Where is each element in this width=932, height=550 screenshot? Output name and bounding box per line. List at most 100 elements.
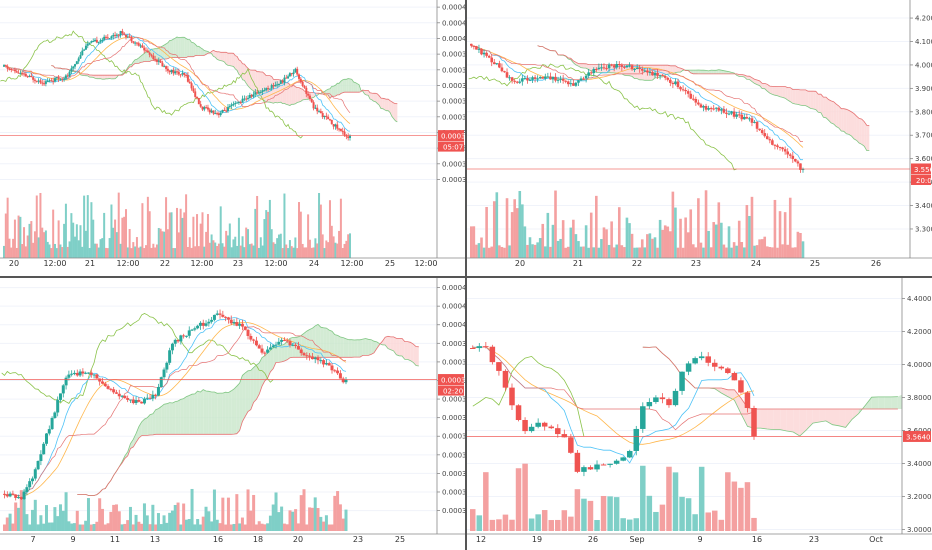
candle[interactable] <box>194 88 197 99</box>
candle[interactable] <box>196 324 200 330</box>
candle[interactable] <box>327 361 331 366</box>
candle[interactable] <box>190 328 194 331</box>
candle[interactable] <box>198 321 202 330</box>
candle[interactable] <box>14 494 18 501</box>
candle[interactable] <box>316 104 319 115</box>
candle[interactable] <box>676 78 680 90</box>
candle[interactable] <box>572 79 575 87</box>
candle[interactable] <box>232 101 235 107</box>
candle[interactable] <box>176 68 178 75</box>
candle[interactable] <box>302 351 306 357</box>
candle[interactable] <box>224 316 228 322</box>
candle[interactable] <box>134 41 137 46</box>
candle[interactable] <box>247 95 250 100</box>
candle[interactable] <box>130 35 133 44</box>
candle[interactable] <box>252 338 256 344</box>
candle[interactable] <box>502 369 509 391</box>
candle[interactable] <box>582 76 585 80</box>
candle[interactable] <box>274 341 278 349</box>
candle[interactable] <box>522 417 528 435</box>
candle[interactable] <box>538 76 542 79</box>
candle[interactable] <box>612 63 616 72</box>
candle[interactable] <box>336 367 340 375</box>
candle[interactable] <box>294 342 298 349</box>
candle[interactable] <box>128 33 131 39</box>
candle[interactable] <box>268 88 271 91</box>
candle[interactable] <box>299 347 303 356</box>
candle[interactable] <box>737 110 741 118</box>
candle[interactable] <box>161 60 164 67</box>
candle[interactable] <box>84 371 88 375</box>
candle[interactable] <box>663 75 667 81</box>
candle[interactable] <box>712 104 715 111</box>
candle[interactable] <box>308 353 312 361</box>
candle[interactable] <box>528 423 535 433</box>
candle[interactable] <box>150 53 153 58</box>
candle[interactable] <box>498 60 501 69</box>
candle[interactable] <box>4 64 7 68</box>
candle[interactable] <box>271 344 275 348</box>
candle[interactable] <box>288 72 291 77</box>
candle[interactable] <box>59 78 62 81</box>
candle[interactable] <box>243 326 247 331</box>
candle[interactable] <box>679 85 682 92</box>
candle[interactable] <box>561 74 565 84</box>
candle[interactable] <box>210 316 214 324</box>
candle[interactable] <box>52 77 55 85</box>
candle[interactable] <box>192 85 195 94</box>
candle[interactable] <box>92 374 96 379</box>
candle[interactable] <box>68 69 71 78</box>
candle[interactable] <box>735 111 738 119</box>
candle[interactable] <box>126 34 129 39</box>
candle[interactable] <box>546 72 550 78</box>
candle[interactable] <box>615 60 619 70</box>
candle[interactable] <box>592 67 596 76</box>
candle[interactable] <box>36 460 40 471</box>
candle[interactable] <box>99 38 102 44</box>
candle[interactable] <box>296 341 300 350</box>
candle[interactable] <box>705 352 711 367</box>
candle[interactable] <box>174 68 177 75</box>
candle[interactable] <box>179 74 182 78</box>
candle[interactable] <box>751 405 757 440</box>
candle[interactable] <box>114 31 117 39</box>
candle[interactable] <box>168 69 171 75</box>
candle[interactable] <box>725 108 728 118</box>
candle[interactable] <box>345 133 348 140</box>
candle[interactable] <box>712 359 718 372</box>
candle[interactable] <box>263 87 266 92</box>
candle[interactable] <box>319 357 323 364</box>
candle[interactable] <box>241 95 244 103</box>
candle[interactable] <box>325 112 328 120</box>
candle[interactable] <box>714 107 718 112</box>
candle[interactable] <box>74 63 77 70</box>
candle[interactable] <box>10 68 13 73</box>
candle[interactable] <box>555 424 561 438</box>
candle[interactable] <box>135 42 138 46</box>
candle[interactable] <box>600 463 607 466</box>
candle[interactable] <box>11 490 15 496</box>
candle[interactable] <box>685 361 692 376</box>
candle[interactable] <box>140 401 144 404</box>
candle[interactable] <box>651 70 654 76</box>
candle[interactable] <box>248 92 251 99</box>
candle[interactable] <box>112 32 115 40</box>
candle[interactable] <box>109 387 113 392</box>
candle[interactable] <box>485 51 488 58</box>
candle[interactable] <box>574 81 578 87</box>
candle[interactable] <box>341 127 344 135</box>
candle[interactable] <box>66 73 69 78</box>
candle[interactable] <box>257 343 261 349</box>
candle[interactable] <box>154 393 158 400</box>
candle[interactable] <box>226 103 229 113</box>
candle[interactable] <box>630 64 634 71</box>
candle[interactable] <box>640 402 646 433</box>
candle[interactable] <box>183 72 186 78</box>
candle[interactable] <box>287 74 290 79</box>
candle[interactable] <box>212 110 215 116</box>
candle[interactable] <box>778 146 782 151</box>
candle[interactable] <box>581 465 587 477</box>
candle[interactable] <box>633 68 636 73</box>
candle[interactable] <box>515 404 522 422</box>
candle[interactable] <box>794 158 797 163</box>
